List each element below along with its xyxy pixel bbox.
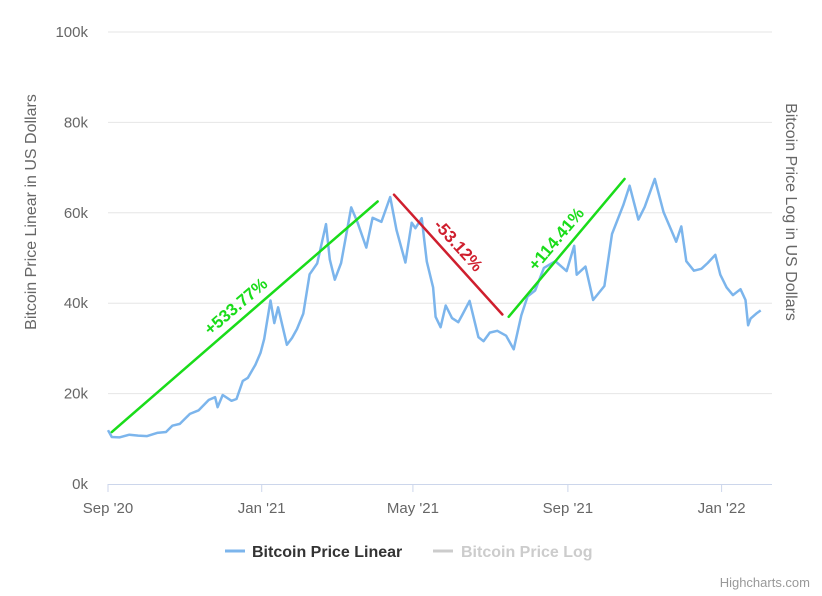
y-tick-label: 40k — [64, 295, 89, 312]
annotation-label-2: +114.41% — [525, 204, 589, 274]
y-axis-title-right: Bitcoin Price Log in US Dollars — [782, 103, 799, 321]
legend: Bitcoin Price Linear Bitcoin Price Log — [225, 544, 593, 561]
y-tick-label: 80k — [64, 114, 89, 131]
x-tick-label: Jan '21 — [238, 500, 286, 517]
y-tick-label: 0k — [72, 476, 88, 493]
y-axis: 0k 20k 40k 60k 80k 100k — [55, 24, 88, 493]
credits-link[interactable]: Highcharts.com — [720, 575, 810, 590]
annotation-line-0 — [110, 200, 379, 434]
annotation-line-1 — [392, 193, 504, 316]
legend-label-log: Bitcoin Price Log — [461, 544, 593, 561]
series-line-0[interactable] — [106, 177, 762, 439]
grid-layer — [108, 31, 772, 395]
x-tick-label: May '21 — [387, 500, 439, 517]
legend-item-log[interactable]: Bitcoin Price Log — [433, 544, 593, 561]
series-layer — [106, 177, 762, 439]
y-tick-label: 20k — [64, 386, 89, 403]
y-tick-label: 100k — [55, 24, 88, 41]
annotation-line-2 — [507, 177, 626, 319]
x-tick-label: Jan '22 — [698, 500, 746, 517]
x-axis: Sep '20 Jan '21 May '21 Sep '21 Jan '22 — [83, 484, 772, 517]
legend-label-linear: Bitcoin Price Linear — [252, 544, 402, 561]
x-tick-label: Sep '20 — [83, 500, 133, 517]
x-tick-label: Sep '21 — [543, 500, 593, 517]
y-axis-title-left: Bitcoin Price Linear in US Dollars — [23, 94, 40, 330]
legend-item-linear[interactable]: Bitcoin Price Linear — [225, 544, 402, 561]
y-tick-label: 60k — [64, 205, 89, 222]
annotation-label-0: +533.77% — [201, 274, 272, 339]
